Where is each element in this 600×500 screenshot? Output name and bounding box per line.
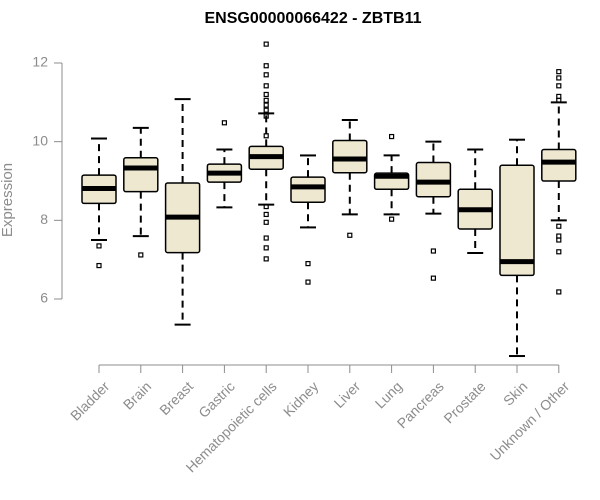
outlier-point bbox=[263, 107, 269, 113]
x-category-label: Bladder bbox=[67, 378, 113, 424]
outlier-point bbox=[556, 83, 562, 89]
y-tick-label: 6 bbox=[40, 290, 48, 306]
outlier-point bbox=[263, 211, 269, 218]
outlier-point bbox=[221, 120, 227, 126]
outlier-point bbox=[556, 69, 562, 75]
outlier-point bbox=[96, 262, 102, 269]
box-group bbox=[206, 120, 243, 209]
outlier-point bbox=[263, 133, 269, 139]
box-group bbox=[123, 126, 159, 258]
outlier-point bbox=[263, 83, 269, 89]
box-series bbox=[81, 41, 577, 358]
outlier-point bbox=[263, 97, 269, 103]
y-tick-label: 12 bbox=[32, 54, 48, 70]
outlier-point bbox=[556, 97, 562, 103]
outlier-point bbox=[263, 91, 269, 98]
x-category-label: Lung bbox=[372, 378, 405, 411]
box-group bbox=[290, 154, 326, 285]
outlier-point bbox=[430, 248, 436, 254]
x-category-label: Unknown / Other bbox=[487, 378, 573, 464]
box-group bbox=[499, 138, 535, 358]
box-group bbox=[457, 148, 493, 254]
chart-title: ENSG00000066422 - ZBTB11 bbox=[204, 10, 421, 27]
outlier-point bbox=[556, 237, 562, 243]
box-iqr bbox=[123, 157, 159, 193]
box-group bbox=[332, 119, 368, 238]
outlier-point bbox=[263, 245, 269, 251]
y-axis-label: Expression bbox=[0, 163, 16, 237]
outlier-point bbox=[305, 261, 311, 267]
box-iqr bbox=[541, 148, 577, 182]
outlier-point bbox=[263, 203, 269, 210]
x-category-label: Skin bbox=[500, 378, 531, 409]
box-iqr bbox=[499, 164, 535, 277]
outlier-point bbox=[263, 256, 269, 262]
outlier-point bbox=[263, 113, 269, 119]
x-category-label: Brain bbox=[120, 378, 154, 412]
outlier-point bbox=[263, 102, 269, 108]
outlier-point bbox=[556, 75, 562, 81]
box-iqr bbox=[415, 161, 452, 198]
box-group bbox=[373, 133, 410, 222]
x-category-label: Prostate bbox=[440, 378, 488, 426]
y-tick-label: 10 bbox=[32, 132, 48, 148]
outlier-point bbox=[305, 279, 311, 285]
y-axis: 6 8 10 12 bbox=[32, 54, 63, 306]
box-group bbox=[541, 69, 577, 295]
outlier-point bbox=[556, 223, 562, 229]
box-group bbox=[164, 98, 201, 326]
outlier-point bbox=[96, 243, 102, 249]
outlier-point bbox=[556, 289, 562, 295]
outlier-point bbox=[263, 235, 269, 241]
outlier-point bbox=[263, 72, 269, 78]
outlier-point bbox=[263, 219, 269, 225]
outlier-point bbox=[430, 275, 436, 281]
outlier-point bbox=[389, 133, 395, 140]
outlier-point bbox=[347, 232, 353, 238]
x-category-label: Breast bbox=[156, 378, 196, 418]
box-group bbox=[415, 140, 452, 281]
y-tick-label: 8 bbox=[40, 211, 48, 227]
box-iqr bbox=[290, 176, 326, 203]
box-group bbox=[248, 41, 284, 262]
x-category-label: Kidney bbox=[280, 378, 322, 420]
outlier-point bbox=[389, 216, 395, 222]
outlier-point bbox=[138, 252, 144, 258]
outlier-point bbox=[263, 41, 269, 47]
x-category-label: Liver bbox=[330, 378, 363, 411]
outlier-point bbox=[556, 249, 562, 255]
box-group bbox=[81, 137, 117, 269]
outlier-point bbox=[263, 63, 269, 69]
